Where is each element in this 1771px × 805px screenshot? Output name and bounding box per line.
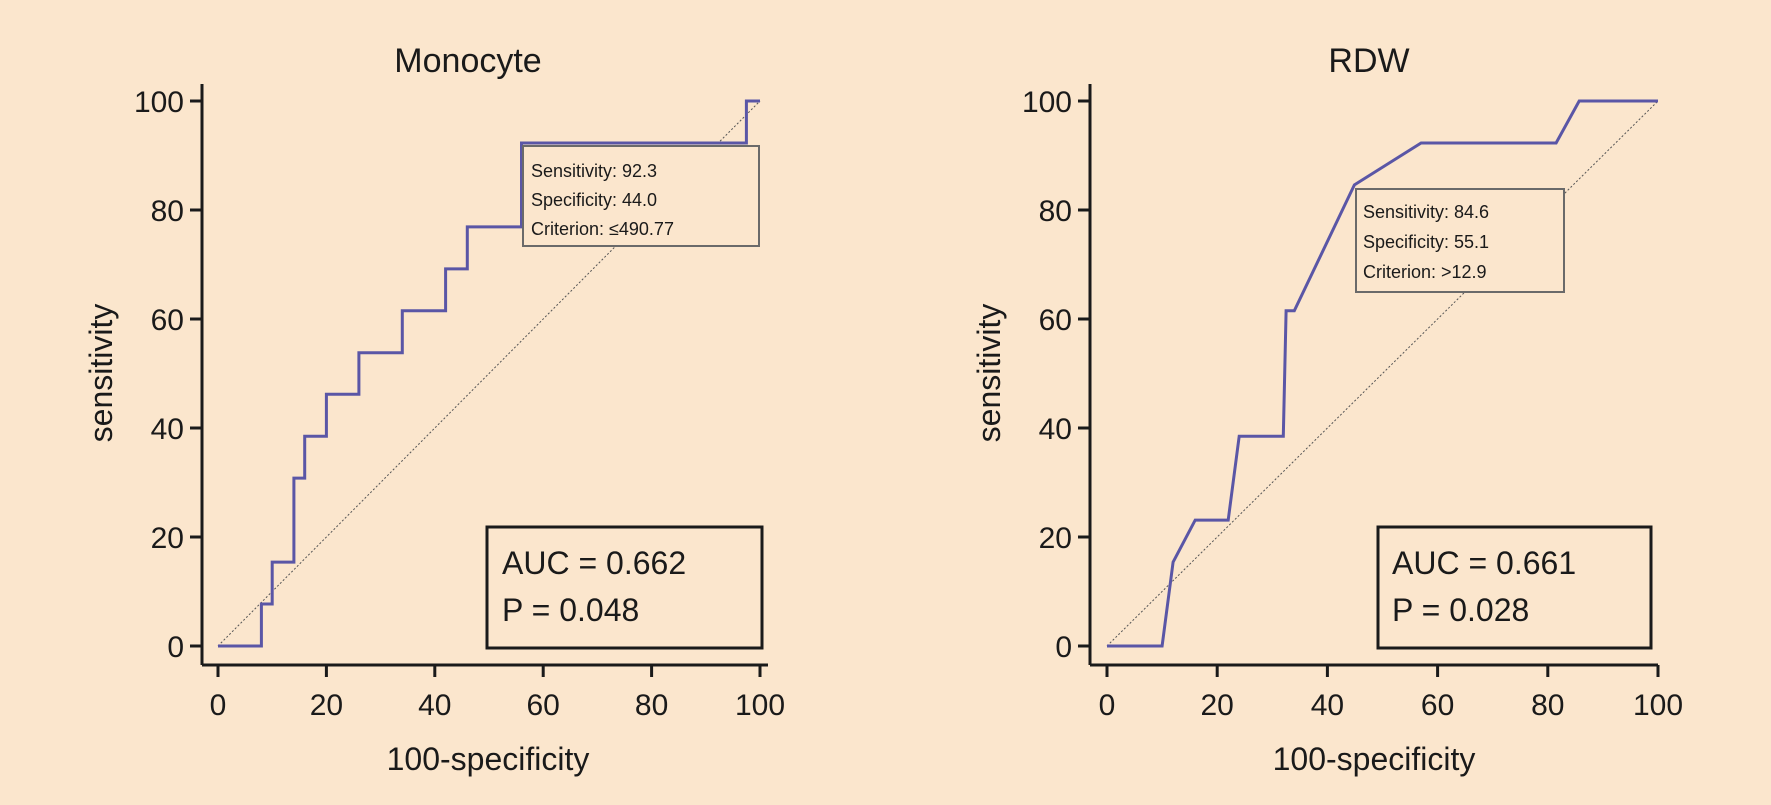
y-tick-label: 0 [1055,631,1072,664]
y-ticks: 0 20 40 60 80 100 [1022,86,1090,664]
x-tick-label: 40 [1311,689,1344,722]
x-tick-label: 80 [635,689,668,722]
y-tick-label: 40 [151,413,184,446]
x-tick-label: 60 [527,689,560,722]
auc-value: AUC = 0.661 [1392,545,1576,581]
chart-panel-monocyte: Monocyte sensitivity 100-specificity 0 20… [83,42,785,777]
annotation-criterion: Criterion: ≤490.77 [531,219,674,239]
x-axis-label: 100-specificity [387,741,590,777]
y-axis-label: sensitivity [83,304,119,443]
y-axis-label: sensitivity [971,304,1007,443]
stats-box-border [1376,525,1653,650]
stats-box: AUC = 0.662 P = 0.048 [485,525,764,650]
x-tick-label: 20 [1201,689,1234,722]
y-tick-label: 80 [151,195,184,228]
y-tick-label: 60 [151,304,184,337]
annotation-box [522,145,760,247]
annotation-criterion: Criterion: >12.9 [1363,262,1487,282]
annotation-sensitivity: Sensitivity: 92.3 [531,161,657,181]
y-tick-label: 20 [151,522,184,555]
x-tick-label: 100 [1633,689,1683,722]
criterion-annotation: Sensitivity: 84.6 Specificity: 55.1 Crit… [1355,188,1565,293]
y-tick-label: 40 [1039,413,1072,446]
annotation-sensitivity: Sensitivity: 84.6 [1363,202,1489,222]
x-ticks: 0 20 40 60 80 100 [210,665,785,722]
x-tick-label: 20 [310,689,343,722]
y-tick-label: 100 [1022,86,1072,119]
x-tick-label: 100 [735,689,785,722]
annotation-specificity: Specificity: 44.0 [531,190,657,210]
roc-curve [1107,99,1658,648]
roc-curve [218,99,760,648]
y-tick-label: 100 [134,86,184,119]
chart-title: RDW [1328,42,1409,80]
y-ticks: 0 20 40 60 80 100 [134,86,202,664]
p-value: P = 0.028 [1392,592,1529,628]
chart-title: Monocyte [394,42,541,80]
x-tick-label: 40 [418,689,451,722]
x-tick-label: 0 [210,689,227,722]
y-tick-label: 0 [167,631,184,664]
x-tick-label: 80 [1531,689,1564,722]
y-tick-label: 20 [1039,522,1072,555]
x-tick-label: 0 [1099,689,1116,722]
annotation-box [1355,188,1565,293]
p-value: P = 0.048 [502,592,639,628]
x-tick-label: 60 [1421,689,1454,722]
stats-box-border [485,525,764,650]
y-tick-label: 80 [1039,195,1072,228]
y-tick-label: 60 [1039,304,1072,337]
auc-value: AUC = 0.662 [502,545,686,581]
chart-panel-rdw: RDW sensitivity 100-specificity 0 20 40 60 8… [971,42,1683,777]
stats-box: AUC = 0.661 P = 0.028 [1376,525,1653,650]
x-ticks: 0 20 40 60 80 100 [1099,665,1683,722]
annotation-specificity: Specificity: 55.1 [1363,232,1489,252]
criterion-annotation: Sensitivity: 92.3 Specificity: 44.0 Crit… [522,145,760,247]
x-axis-label: 100-specificity [1273,741,1476,777]
diagonal-reference-line [1106,100,1659,647]
